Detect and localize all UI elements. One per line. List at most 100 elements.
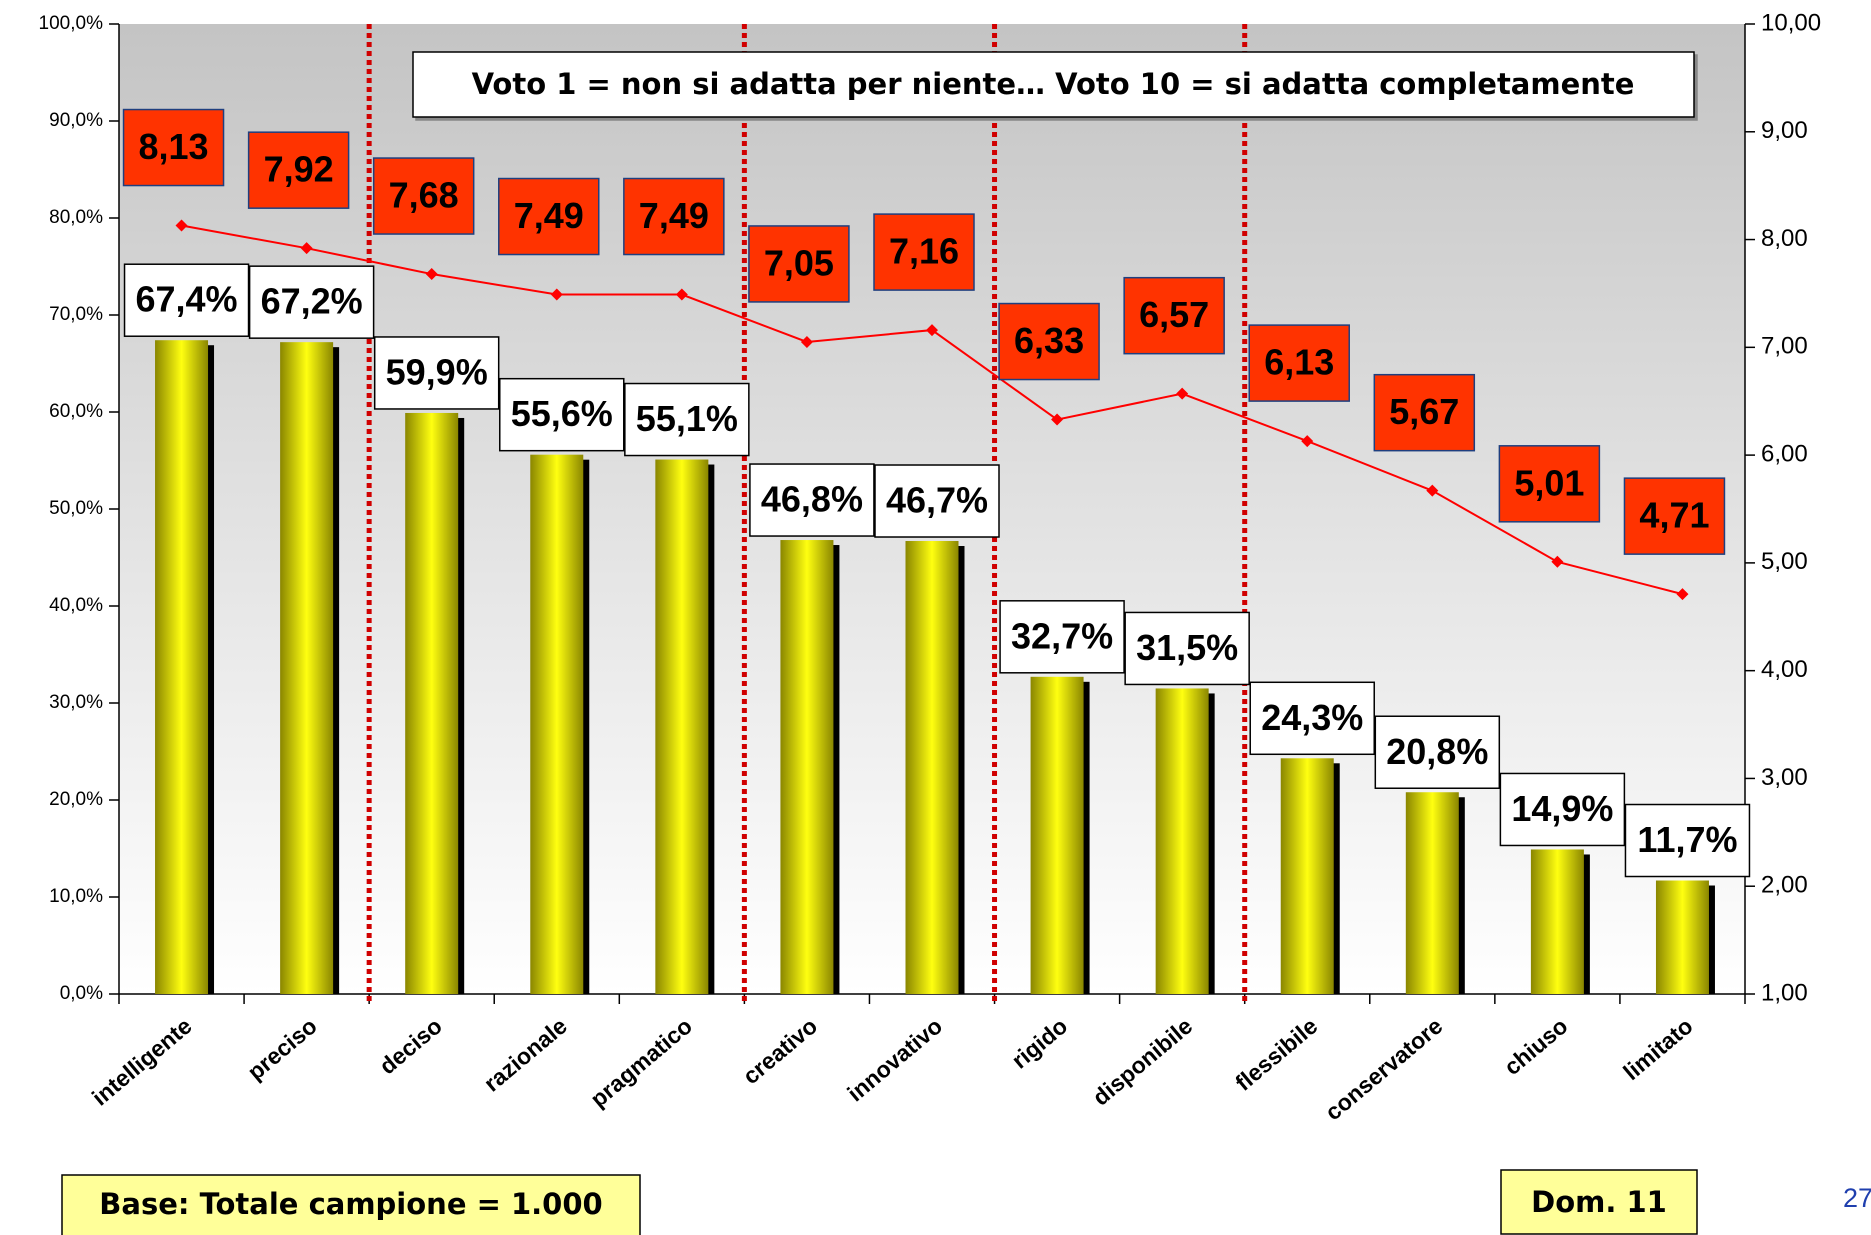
bar-label: 31,5% (1136, 627, 1238, 668)
line-label: 7,49 (639, 195, 709, 236)
line-label: 7,68 (389, 175, 459, 216)
x-tick-label: innovativo (842, 1013, 947, 1107)
x-tick-label: deciso (374, 1013, 447, 1080)
bar (1655, 880, 1709, 994)
line-label-box (498, 177, 600, 256)
line-marker (1301, 435, 1314, 448)
annotation-box (412, 51, 1695, 118)
y-tick-label: 90,0% (49, 110, 103, 131)
line-label: 5,01 (1514, 462, 1584, 503)
line-marker (1051, 413, 1064, 426)
line-label-box (122, 108, 225, 187)
y-tick-label: 50,0% (49, 498, 103, 519)
line-marker (425, 268, 438, 281)
bar-label-box (1124, 611, 1250, 686)
line-label-box (1623, 477, 1726, 555)
bar (280, 342, 334, 994)
line-label-box (1248, 324, 1350, 402)
line-label-box (1123, 276, 1225, 355)
line-marker (926, 324, 938, 337)
y2-tick-label: 7,00 (1761, 333, 1808, 360)
bar-label: 67,2% (261, 281, 363, 322)
bar-label: 20,8% (1386, 731, 1488, 772)
line-label: 6,57 (1139, 294, 1209, 335)
x-tick-label: conservatore (1320, 1013, 1447, 1126)
line-label-box (247, 131, 350, 209)
line-marker (300, 242, 313, 255)
bar (155, 340, 209, 995)
bar (780, 540, 834, 994)
bar-label: 59,9% (386, 351, 488, 392)
y2-tick-label: 9,00 (1761, 117, 1808, 144)
line-label-box (873, 213, 975, 291)
bar (405, 412, 459, 995)
x-tick-label: creativo (738, 1013, 822, 1090)
y2-tick-label: 10,00 (1761, 9, 1821, 36)
bar-label-box (248, 265, 375, 339)
y-tick-label: 60,0% (49, 401, 103, 422)
line-marker (550, 288, 563, 301)
bar (655, 459, 709, 994)
bar-label: 46,7% (886, 480, 988, 521)
line-label-box (372, 157, 475, 235)
bar-label-box (1249, 681, 1375, 756)
bar-label: 11,7% (1637, 819, 1737, 860)
line-marker (1551, 555, 1564, 568)
y-tick-label: 20,0% (49, 789, 103, 810)
y2-tick-label: 3,00 (1761, 764, 1808, 791)
line-marker (175, 219, 188, 232)
bar-label-box (1499, 772, 1626, 847)
question: Dom. 11 (1531, 1185, 1667, 1219)
y2-tick-label: 1,00 (1761, 979, 1808, 1006)
bar-label-box (749, 463, 875, 537)
bar-label: 32,7% (1011, 615, 1113, 656)
bar (1530, 849, 1584, 994)
line-marker (675, 288, 688, 301)
bar-label-box (999, 600, 1125, 674)
bar (530, 454, 584, 994)
bar-label-box (1374, 715, 1501, 789)
line-label-box (1373, 373, 1476, 452)
line-label: 8,13 (138, 126, 208, 167)
line-label: 7,16 (889, 231, 959, 272)
y-tick-label: 30,0% (49, 692, 103, 713)
x-tick-label: rigido (1007, 1013, 1073, 1074)
bar (1405, 792, 1459, 994)
footnote-box (61, 1174, 641, 1235)
page-number: 27 (1843, 1183, 1871, 1213)
y2-tick-label: 8,00 (1761, 225, 1808, 252)
line-label-box (623, 177, 725, 256)
x-tick-label: flessibile (1230, 1013, 1322, 1096)
x-tick-label: limitato (1618, 1013, 1697, 1085)
line-label-box (748, 225, 850, 303)
x-tick-label: chiuso (1499, 1013, 1572, 1081)
x-tick-label: pragmatico (585, 1013, 697, 1113)
bar-label-box (624, 382, 750, 457)
bar-label: 55,6% (511, 393, 613, 434)
footnote: Base: Totale campione = 1.000 (99, 1187, 602, 1221)
line-marker (1676, 588, 1689, 601)
line-label: 7,92 (264, 149, 334, 190)
y-tick-label: 80,0% (49, 207, 103, 228)
annotation: Voto 1 = non si adatta per niente… Voto … (472, 67, 1635, 101)
bar-label: 24,3% (1261, 697, 1363, 738)
y-tick-label: 100,0% (39, 13, 104, 34)
line-marker (800, 335, 813, 348)
line-label: 7,49 (514, 195, 584, 236)
bar-label-box (373, 336, 500, 410)
y-tick-label: 0,0% (60, 983, 103, 1004)
line-marker (1426, 484, 1439, 497)
bar (1280, 758, 1334, 994)
bar-label: 14,9% (1511, 788, 1613, 829)
y2-tick-label: 2,00 (1761, 872, 1808, 899)
line-label: 4,71 (1639, 495, 1709, 536)
question-box (1500, 1169, 1698, 1235)
y-tick-label: 70,0% (49, 304, 103, 325)
y2-tick-label: 4,00 (1761, 656, 1808, 683)
y-tick-label: 10,0% (49, 886, 103, 907)
x-tick-label: preciso (242, 1013, 321, 1086)
line-label: 6,13 (1264, 342, 1334, 383)
line-label-box (1498, 445, 1601, 523)
line-marker (1176, 387, 1189, 400)
line-label-box (998, 302, 1100, 381)
